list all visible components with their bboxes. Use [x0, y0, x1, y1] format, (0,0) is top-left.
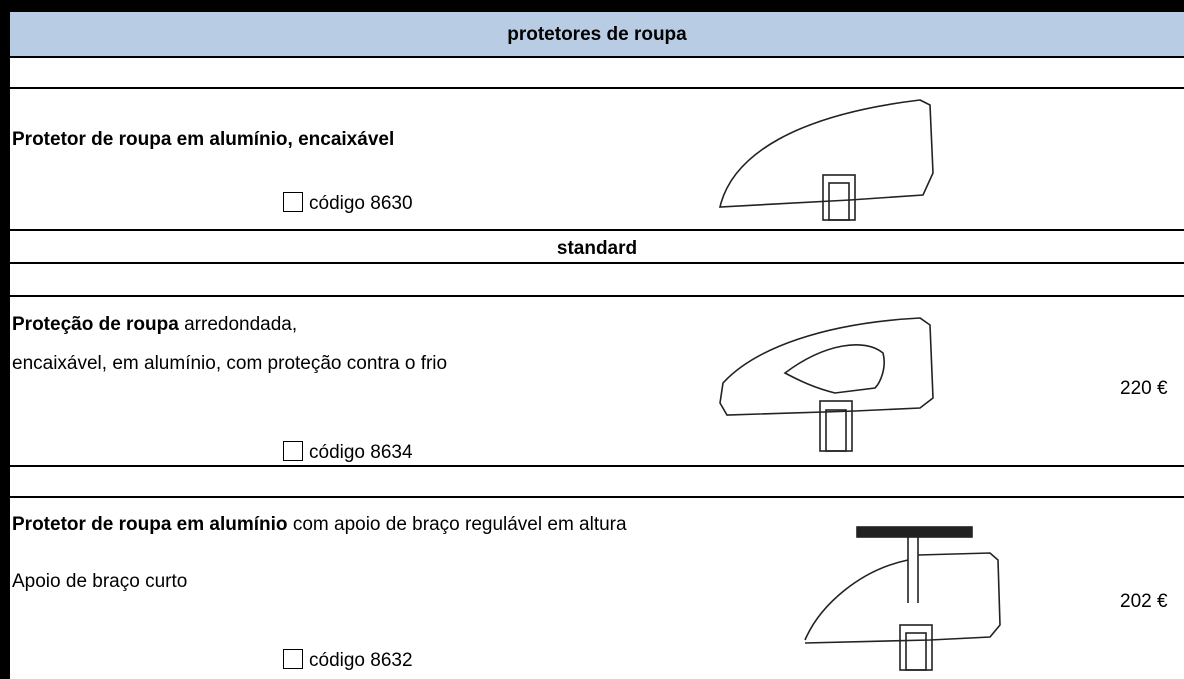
- name-bold: Protetor de roupa em alumínio: [12, 514, 288, 535]
- header-title: protetores de roupa: [507, 24, 687, 45]
- product-image: [718, 99, 934, 221]
- product-image: [719, 317, 934, 452]
- top-border: [0, 0, 1184, 12]
- row-line: [0, 262, 1184, 264]
- section-title: standard: [556, 238, 638, 259]
- product-code: código 8632: [283, 649, 413, 672]
- product-desc: Apoio de braço curto: [12, 571, 188, 592]
- product-name: Protetor de roupa em alumínio, encaixáve…: [12, 129, 395, 150]
- row-line: [0, 465, 1184, 467]
- name-bold: Proteção de roupa: [12, 314, 179, 335]
- name-rest: arredondada,: [184, 314, 298, 335]
- product-price: 202 €: [1120, 591, 1168, 612]
- name-rest: com apoio de braço regulável em altura: [292, 514, 627, 535]
- product-desc: encaixável, em alumínio, com proteção co…: [12, 353, 448, 374]
- product-name: Protetor de roupa em alumínio com apoio …: [12, 514, 810, 536]
- row-line: [0, 496, 1184, 498]
- row-line: [0, 295, 1184, 297]
- row-line: [0, 229, 1184, 231]
- header-bg: [10, 12, 1184, 57]
- code-text: código 8632: [309, 650, 413, 671]
- product-name: Proteção de roupa arredondada,: [12, 314, 297, 336]
- product-code: código 8630: [283, 192, 413, 215]
- row-line: [0, 87, 1184, 89]
- left-border: [0, 0, 10, 679]
- row-line: [0, 56, 1184, 58]
- product-price: 220 €: [1120, 378, 1168, 399]
- code-text: código 8634: [309, 442, 413, 463]
- product-code: código 8634: [283, 441, 413, 464]
- code-text: código 8630: [309, 193, 413, 214]
- product-image: [804, 526, 1001, 671]
